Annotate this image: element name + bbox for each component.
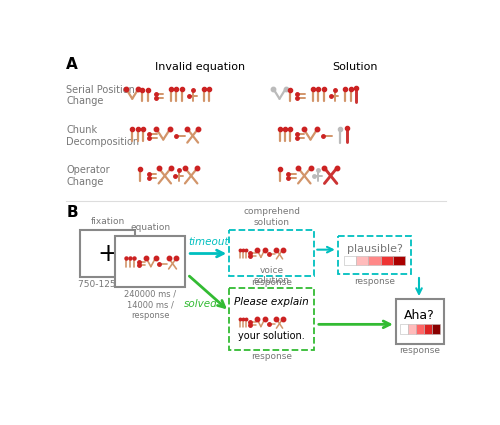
- FancyBboxPatch shape: [338, 236, 411, 274]
- Text: voice
solution: voice solution: [254, 266, 290, 285]
- Bar: [344, 256, 356, 265]
- Text: solved: solved: [184, 299, 218, 309]
- Text: timeout: timeout: [188, 237, 228, 247]
- Bar: [356, 256, 368, 265]
- Text: +: +: [97, 241, 118, 266]
- FancyBboxPatch shape: [229, 230, 314, 276]
- FancyBboxPatch shape: [229, 288, 314, 350]
- Text: Invalid equation: Invalid equation: [156, 62, 246, 72]
- Text: B: B: [66, 205, 78, 220]
- Text: comprehend
solution: comprehend solution: [243, 207, 300, 227]
- Bar: [408, 323, 416, 334]
- Text: response: response: [252, 352, 292, 361]
- Bar: [416, 323, 424, 334]
- FancyBboxPatch shape: [115, 236, 185, 286]
- Bar: [432, 323, 440, 334]
- Text: Aha?: Aha?: [404, 309, 435, 322]
- Text: Operator
Change: Operator Change: [66, 165, 110, 187]
- Text: response: response: [354, 277, 395, 286]
- Bar: [368, 256, 380, 265]
- FancyBboxPatch shape: [396, 299, 444, 343]
- FancyBboxPatch shape: [80, 230, 136, 278]
- Text: 240000 ms /
14000 ms /
response: 240000 ms / 14000 ms / response: [124, 290, 176, 320]
- Text: equation: equation: [130, 223, 170, 232]
- Text: A: A: [66, 57, 78, 72]
- Text: response: response: [252, 278, 292, 287]
- Text: Serial Position
Change: Serial Position Change: [66, 85, 135, 106]
- Text: Please explain: Please explain: [234, 298, 309, 307]
- Text: plausible?: plausible?: [346, 244, 403, 253]
- Text: Chunk
Decomposition: Chunk Decomposition: [66, 125, 140, 147]
- Text: 750-1250 ms: 750-1250 ms: [78, 280, 138, 289]
- Bar: [380, 256, 393, 265]
- Bar: [400, 323, 407, 334]
- Text: response: response: [400, 346, 440, 355]
- Bar: [393, 256, 405, 265]
- Text: Solution: Solution: [332, 62, 378, 72]
- Text: your solution.: your solution.: [238, 331, 305, 340]
- Bar: [424, 323, 432, 334]
- Text: fixation: fixation: [90, 217, 124, 226]
